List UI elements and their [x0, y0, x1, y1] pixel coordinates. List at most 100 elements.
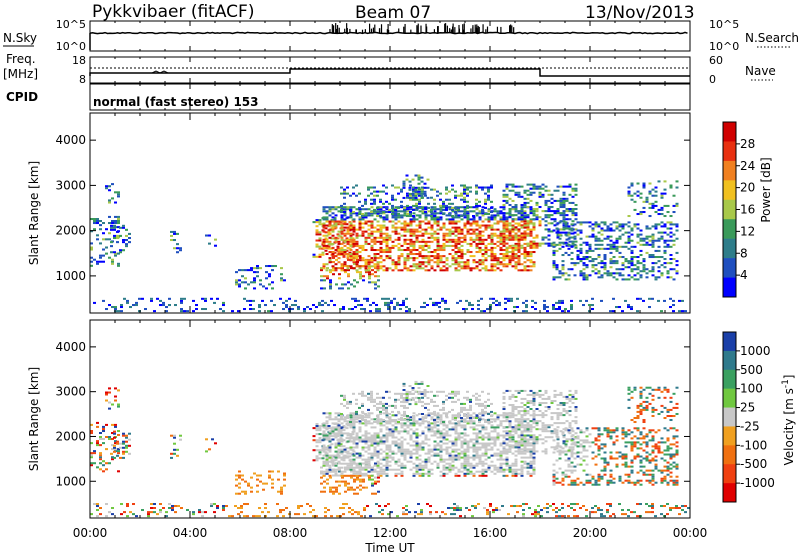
heatmap-cell: [553, 230, 556, 232]
freq-series: [90, 69, 690, 76]
heatmap-cell: [533, 469, 536, 471]
heatmap-cell: [477, 300, 480, 302]
heatmap-cell: [497, 223, 500, 225]
heatmap-cell: [476, 245, 479, 247]
heatmap-cell: [521, 269, 524, 271]
heatmap-cell: [413, 432, 416, 434]
heatmap-cell: [105, 462, 108, 464]
heatmap-cell: [461, 445, 464, 447]
heatmap-cell: [316, 433, 319, 435]
heatmap-cell: [652, 189, 655, 191]
heatmap-cell: [595, 238, 598, 240]
heatmap-cell: [247, 283, 250, 285]
heatmap-cell: [530, 473, 533, 475]
heatmap-cell: [577, 221, 580, 223]
heatmap-cell: [409, 189, 412, 191]
heatmap-cell: [568, 238, 571, 240]
heatmap-cell: [413, 253, 416, 255]
heatmap-cell: [390, 302, 393, 304]
heatmap-cell: [332, 243, 335, 245]
heatmap-cell: [398, 263, 401, 265]
heatmap-cell: [356, 471, 359, 473]
heatmap-cell: [323, 227, 326, 229]
heatmap-cell: [521, 226, 524, 228]
heatmap-cell: [425, 257, 428, 259]
heatmap-cell: [442, 203, 445, 205]
heatmap-cell: [321, 304, 324, 306]
heatmap-cell: [655, 278, 658, 280]
heatmap-cell: [506, 263, 509, 265]
heatmap-cell: [346, 403, 349, 405]
heatmap-cell: [454, 195, 457, 197]
heatmap-cell: [442, 209, 445, 211]
heatmap-cell: [323, 279, 326, 281]
heatmap-cell: [533, 265, 536, 267]
heatmap-cell: [129, 306, 132, 308]
heatmap-cell: [521, 473, 524, 475]
heatmap-cell: [521, 235, 524, 237]
heatmap-cell: [379, 403, 382, 405]
heatmap-cell: [280, 489, 283, 491]
heatmap-cell: [353, 206, 356, 208]
heatmap-cell: [426, 304, 429, 306]
heatmap-cell: [553, 262, 556, 264]
heatmap-cell: [661, 236, 664, 238]
heatmap-cell: [383, 241, 386, 243]
heatmap-cell: [93, 218, 96, 220]
heatmap-cell: [589, 250, 592, 252]
heatmap-cell: [613, 244, 616, 246]
heatmap-cell: [335, 491, 338, 493]
heatmap-cell: [615, 306, 618, 308]
heatmap-cell: [326, 216, 329, 218]
heatmap-cell: [385, 211, 388, 213]
heatmap-cell: [105, 187, 108, 189]
heatmap-cell: [247, 269, 250, 271]
heatmap-cell: [350, 229, 353, 231]
heatmap-cell: [485, 447, 488, 449]
heatmap-cell: [455, 445, 458, 447]
heatmap-cell: [503, 222, 506, 224]
heatmap-cell: [500, 414, 503, 416]
heatmap-cell: [524, 269, 527, 271]
heatmap-cell: [497, 241, 500, 243]
heatmap-cell: [353, 245, 356, 247]
heatmap-cell: [451, 215, 454, 217]
heatmap-cell: [361, 205, 364, 207]
y-tick-label: 1000: [55, 269, 86, 283]
heatmap-cell: [318, 304, 321, 306]
heatmap-cell: [598, 225, 601, 227]
heatmap-cell: [539, 222, 542, 224]
heatmap-cell: [555, 308, 558, 310]
heatmap-cell: [455, 263, 458, 265]
heatmap-cell: [392, 469, 395, 471]
heatmap-cell: [428, 261, 431, 263]
heatmap-cell: [413, 235, 416, 237]
heatmap-cell: [434, 445, 437, 447]
heatmap-cell: [467, 233, 470, 235]
heatmap-cell: [374, 483, 377, 485]
heatmap-cell: [482, 447, 485, 449]
heatmap-cell: [244, 277, 247, 279]
heatmap-cell: [380, 428, 383, 430]
heatmap-cell: [640, 238, 643, 240]
heatmap-cell: [504, 302, 507, 304]
heatmap-cell: [455, 432, 458, 434]
heatmap-cell: [371, 459, 374, 461]
heatmap-cell: [461, 463, 464, 465]
heatmap-cell: [428, 255, 431, 257]
heatmap-cell: [485, 459, 488, 461]
heatmap-cell: [386, 251, 389, 253]
heatmap-cell: [384, 304, 387, 306]
heatmap-cell: [518, 239, 521, 241]
heatmap-cell: [589, 225, 592, 227]
heatmap-cell: [500, 239, 503, 241]
heatmap-cell: [428, 445, 431, 447]
heatmap-cell: [500, 237, 503, 239]
heatmap-cell: [380, 463, 383, 465]
heatmap-cell: [117, 193, 120, 195]
heatmap-cell: [238, 269, 241, 271]
heatmap-cell: [443, 467, 446, 469]
heatmap-cell: [673, 244, 676, 246]
heatmap-cell: [482, 239, 485, 241]
heatmap-cell: [346, 401, 349, 403]
